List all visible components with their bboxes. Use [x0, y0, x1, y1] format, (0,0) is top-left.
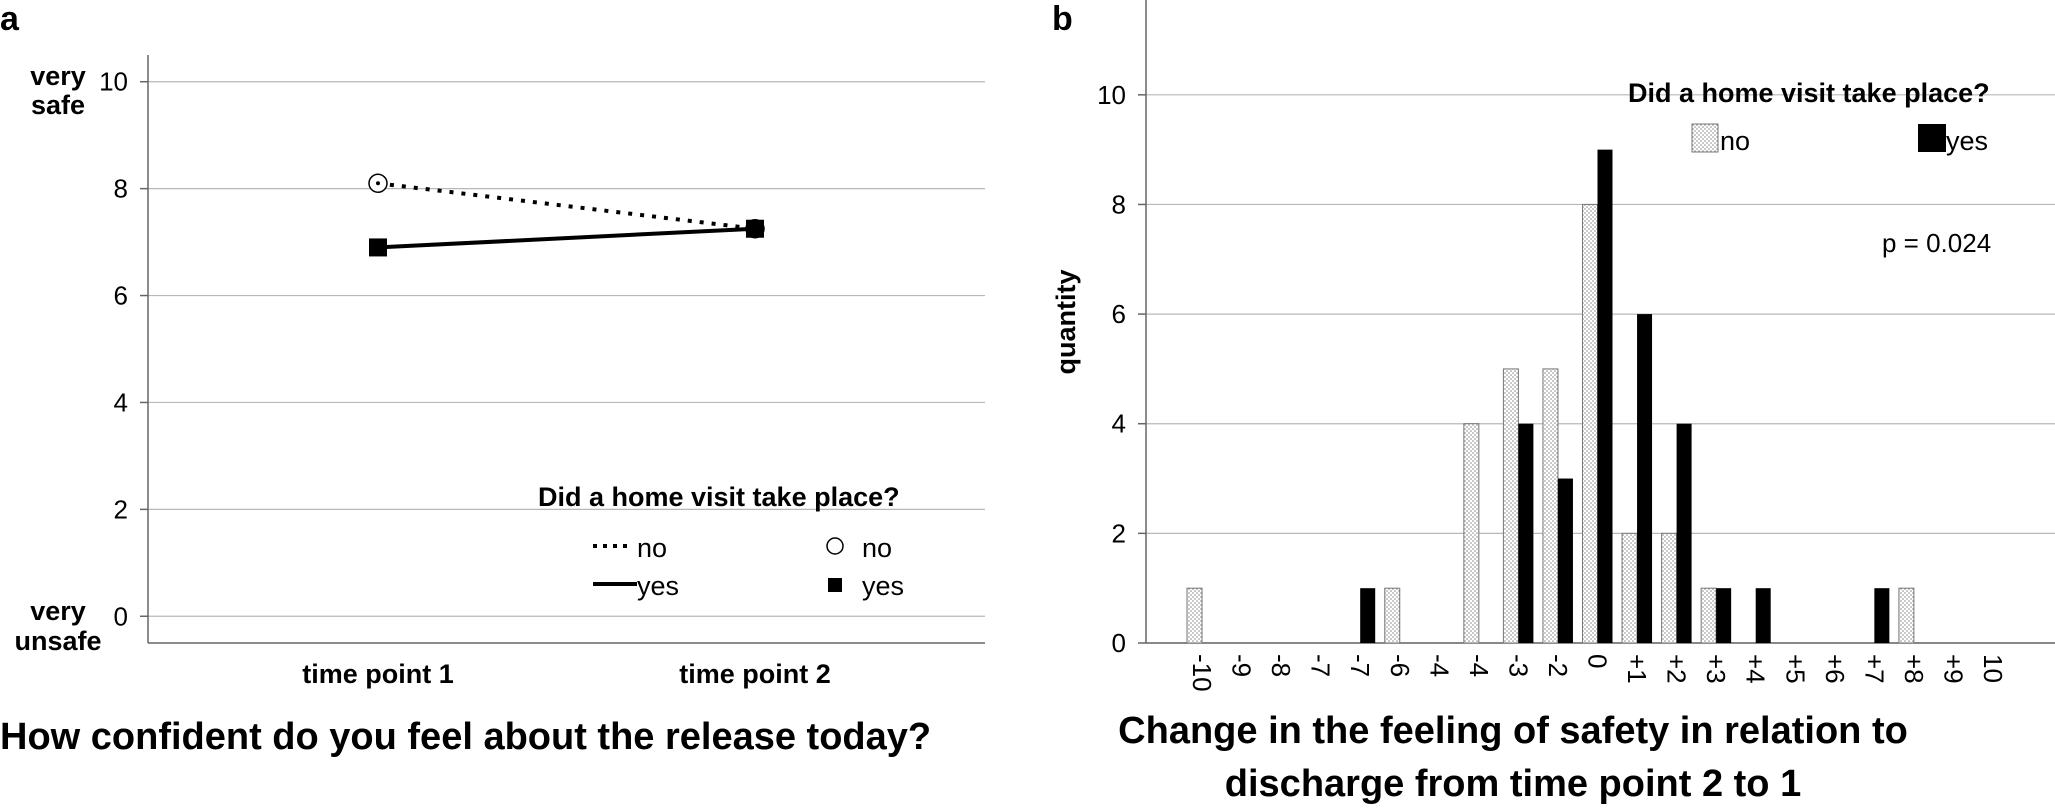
bar-yes-+4-14	[1755, 588, 1771, 643]
bar-no-+8-18	[1898, 587, 1915, 644]
bar-no-+1-11	[1621, 532, 1638, 644]
x-tick-label-b-19: +9	[1938, 654, 1968, 684]
point-yes-2	[746, 219, 764, 238]
x-tick-label-b-5: -6	[1385, 654, 1415, 677]
x-tick-label-b-1: -9	[1227, 654, 1257, 677]
panel-b-legend: Did a home visit take place? no yes	[1628, 78, 1990, 156]
bar-no-+3-13	[1700, 587, 1717, 644]
x-tick-label-b-12: +2	[1662, 654, 1692, 684]
bar-yes--7-4	[1360, 588, 1376, 643]
legend-b-no-swatch	[1691, 123, 1719, 153]
y-tick-label-a-10: 10	[99, 67, 128, 97]
panel-b-bars	[1186, 149, 1915, 644]
y-end-label-top-1: very	[30, 61, 86, 91]
panel-b-caption-line-1: Change in the feeling of safety in relat…	[1118, 710, 1908, 752]
bar-yes--3-8	[1518, 423, 1534, 643]
x-tick-label-b-6: -4	[1424, 654, 1454, 677]
bar-no--6-5	[1384, 587, 1401, 644]
point-center-no-1	[376, 181, 380, 186]
bar-yes--2-9	[1557, 478, 1573, 643]
legend-a-no-line-label: no	[637, 533, 667, 563]
legend-b-yes-swatch	[1918, 124, 1946, 152]
panel-a-y-tick-labels: 0 2 4 6 8 10	[99, 67, 128, 632]
bar-no--3-8	[1502, 368, 1519, 644]
bar-no--10-0	[1186, 587, 1203, 644]
panel-a-series	[368, 173, 765, 257]
panel-b-label: b	[1052, 0, 1073, 38]
series-line-no	[377, 181, 756, 231]
legend-a-no-marker-label: no	[862, 533, 892, 563]
legend-a-yes-marker-swatch	[828, 578, 842, 592]
panel-a-label: a	[0, 0, 20, 38]
panel-b-caption-line-2: discharge from time point 2 to 1	[1225, 763, 1801, 805]
bar-yes-+1-11	[1637, 314, 1653, 643]
bar-yes-+7-17	[1874, 588, 1890, 643]
bar-no--2-9	[1542, 368, 1559, 644]
panel-a-caption: How confident do you feel about the rele…	[0, 716, 931, 758]
y-end-label-top-2: safe	[31, 90, 85, 120]
x-tick-label-b-3: -7	[1306, 654, 1336, 677]
series-line-yes	[377, 226, 756, 250]
legend-a-yes-line-label: yes	[637, 571, 679, 601]
legend-b-no-label: no	[1720, 126, 1750, 156]
x-tick-label-b-18: +8	[1899, 654, 1929, 684]
panel-b-y-axis-label: quantity	[1051, 270, 1081, 375]
y-tick-label-a-6: 6	[114, 281, 128, 311]
panel-b-p-value: p = 0.024	[1882, 228, 1991, 258]
x-tick-label-b-20: 10	[1978, 654, 2008, 683]
panel-a-legend: Did a home visit take place? no yes no y…	[538, 482, 904, 601]
bar-no-0-10	[1582, 203, 1598, 644]
x-tick-label-b-7: -4	[1464, 654, 1494, 677]
legend-b-title: Did a home visit take place?	[1628, 78, 1990, 108]
y-tick-label-a-0: 0	[114, 601, 128, 631]
x-category-time-point-1: time point 1	[302, 659, 454, 689]
x-tick-label-b-13: +3	[1701, 654, 1731, 684]
y-tick-label-a-2: 2	[114, 494, 128, 524]
x-tick-label-b-17: +7	[1859, 654, 1889, 684]
y-end-label-bottom-2: unsafe	[14, 626, 101, 656]
y-tick-label-a-4: 4	[114, 387, 128, 417]
y-tick-label-b-0: 0	[1112, 628, 1126, 658]
legend-b-yes-label: yes	[1946, 126, 1988, 156]
point-yes-1	[369, 238, 387, 257]
y-tick-label-b-8: 8	[1112, 189, 1126, 219]
x-tick-label-b-11: +1	[1622, 654, 1652, 684]
x-tick-label-b-0: -10	[1187, 654, 1217, 692]
panel-a-axes	[147, 55, 985, 644]
legend-a-title: Did a home visit take place?	[538, 482, 900, 512]
x-tick-label-b-9: -2	[1543, 654, 1573, 677]
x-tick-label-b-14: +4	[1741, 654, 1771, 684]
panel-b-y-tick-labels: 0 2 4 6 8 10	[1097, 80, 1126, 658]
x-tick-label-b-10: 0	[1583, 654, 1613, 668]
bar-yes-0-10	[1597, 149, 1613, 644]
bar-no--4-7	[1463, 423, 1480, 644]
y-end-label-bottom-1: very	[30, 596, 86, 626]
y-tick-label-b-6: 6	[1112, 299, 1126, 329]
bar-no-+2-12	[1661, 532, 1678, 644]
bar-yes-+3-13	[1716, 588, 1732, 643]
y-tick-label-b-2: 2	[1112, 518, 1126, 548]
bar-yes-+2-12	[1676, 423, 1692, 643]
y-tick-label-a-8: 8	[114, 174, 128, 204]
legend-a-yes-marker-label: yes	[862, 571, 904, 601]
panel-a-gridlines	[140, 80, 985, 618]
panel-b-x-tick-labels: -10 -9 -8 -7 -7 -6 -4 -4 -3 -2 0 +1 +2 +3 +4 +5 +6 +7 +8 +9…	[1187, 654, 2008, 692]
y-tick-label-b-4: 4	[1112, 409, 1126, 439]
x-tick-label-b-15: +5	[1780, 654, 1810, 684]
x-tick-label-b-2: -8	[1266, 654, 1296, 677]
x-tick-label-b-16: +6	[1820, 654, 1850, 684]
x-tick-label-b-8: -3	[1503, 654, 1533, 677]
x-tick-label-b-4: -7	[1345, 654, 1375, 677]
x-category-time-point-2: time point 2	[679, 659, 831, 689]
legend-a-no-marker-swatch	[826, 537, 844, 555]
y-tick-label-b-10: 10	[1097, 80, 1126, 110]
